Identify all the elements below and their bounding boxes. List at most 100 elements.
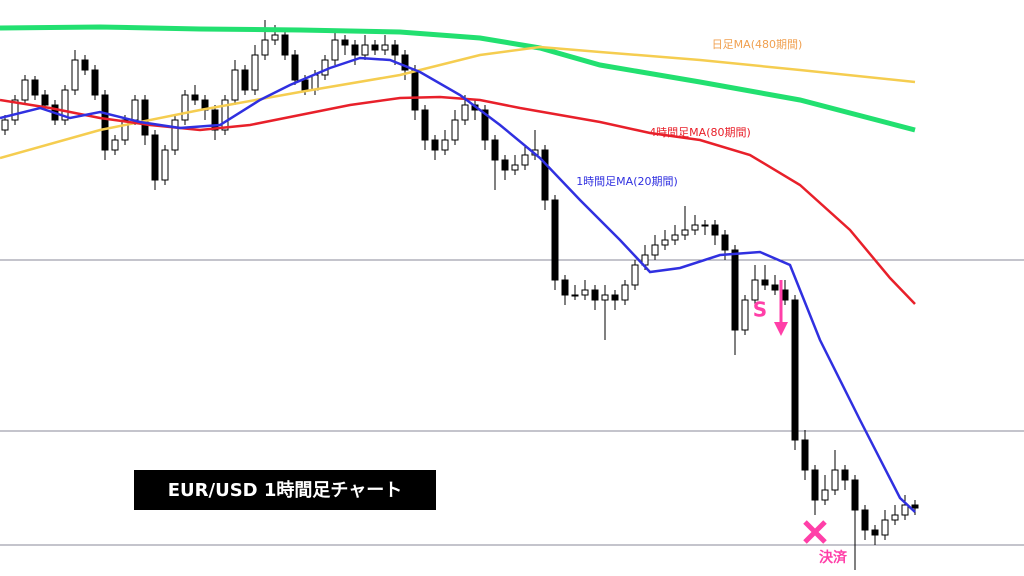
candle-body (871, 529, 879, 536)
candle-body (911, 504, 919, 509)
candle-body (811, 469, 819, 501)
candle-body (91, 69, 99, 96)
candle-body (731, 249, 739, 331)
candle-body (441, 139, 449, 151)
candle-body (551, 199, 559, 281)
candle-body (851, 479, 859, 511)
candle-body (451, 119, 459, 141)
candle-body (621, 284, 629, 301)
candle-body (631, 264, 639, 286)
entry-arrow-head (774, 322, 788, 336)
candle-body (701, 224, 709, 227)
candle-body (711, 224, 719, 236)
candle-body (281, 34, 289, 56)
candle-body (721, 234, 729, 251)
candle-body (481, 109, 489, 141)
candle-body (151, 134, 159, 181)
candle-body (841, 469, 849, 481)
candle-body (611, 294, 619, 301)
candle-body (581, 289, 589, 296)
candle-body (241, 69, 249, 91)
candle-body (901, 504, 909, 516)
candle-body (741, 299, 749, 331)
candle-body (181, 94, 189, 121)
exit-mark (803, 520, 827, 544)
moving-average (0, 56, 916, 513)
candle-body (421, 109, 429, 141)
candle-body (161, 149, 169, 181)
candle-body (371, 44, 379, 51)
candle-body (131, 99, 139, 121)
line-label: 1時間足MA(20期間) (576, 175, 678, 188)
line-label: 日足MA(480期間) (712, 38, 803, 51)
candle-body (21, 79, 29, 101)
candle-body (891, 514, 899, 521)
candle-body (791, 299, 799, 441)
candle-body (591, 289, 599, 301)
candle-body (141, 99, 149, 136)
candle-body (751, 279, 759, 301)
entry-label: S (753, 298, 767, 322)
line-label: 4時間足MA(80期間) (649, 126, 751, 139)
candle-body (681, 229, 689, 236)
candle-body (431, 139, 439, 151)
candle-body (541, 149, 549, 201)
candle-body (501, 159, 509, 171)
candle-body (111, 139, 119, 151)
candle-body (491, 139, 499, 161)
candle-body (521, 154, 529, 166)
candle-body (511, 164, 519, 171)
candle-body (391, 44, 399, 56)
candle-body (1, 119, 9, 131)
title-box (134, 470, 436, 510)
moving-average (0, 24, 916, 133)
candle-body (291, 54, 299, 81)
candle-body (351, 44, 359, 56)
candle-body (61, 89, 69, 121)
candle-body (801, 439, 809, 471)
candle-body (781, 289, 789, 301)
candle-body (341, 39, 349, 46)
candle-body (561, 279, 569, 296)
candle-body (101, 94, 109, 151)
exit-label: 決済 (819, 549, 848, 566)
candle-body (121, 119, 129, 141)
candle-body (461, 104, 469, 121)
candle-body (71, 59, 79, 91)
candle-body (861, 509, 869, 531)
candle-body (361, 44, 369, 56)
candle-body (311, 74, 319, 91)
moving-average (0, 45, 916, 160)
candle-body (771, 284, 779, 291)
candle-body (331, 39, 339, 61)
candle-body (261, 39, 269, 56)
candle-body (601, 294, 609, 301)
candle-body (221, 99, 229, 131)
candle-body (411, 69, 419, 111)
candle-body (11, 99, 19, 121)
candle-body (81, 59, 89, 71)
candle-body (821, 489, 829, 501)
candle-body (381, 44, 389, 51)
candle-body (271, 34, 279, 41)
candle-body (191, 94, 199, 101)
candle-body (831, 469, 839, 491)
candle-body (251, 54, 259, 91)
candle-body (671, 234, 679, 241)
candle-body (301, 79, 309, 91)
candle-body (881, 519, 889, 536)
candle-body (31, 79, 39, 96)
candle-body (211, 109, 219, 131)
chart-title: EUR/USD 1時間足チャート (168, 480, 402, 501)
candle-body (571, 294, 579, 297)
candle-body (321, 59, 329, 76)
candle-body (651, 244, 659, 256)
candle-body (231, 69, 239, 101)
candle-body (691, 224, 699, 231)
candle-body (401, 54, 409, 71)
candle-body (661, 239, 669, 246)
candle-body (171, 119, 179, 151)
candle-body (761, 279, 769, 286)
candle-body (41, 94, 49, 106)
